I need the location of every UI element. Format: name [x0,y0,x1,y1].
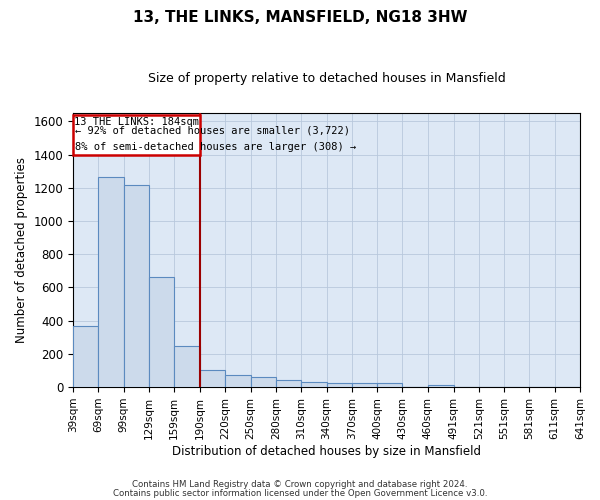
Bar [276,380,301,387]
Bar [73,326,98,387]
Bar [200,370,226,387]
Bar [352,383,377,387]
Bar [377,383,403,387]
Bar [251,377,276,387]
Text: Contains HM Land Registry data © Crown copyright and database right 2024.: Contains HM Land Registry data © Crown c… [132,480,468,489]
Text: ← 92% of detached houses are smaller (3,722): ← 92% of detached houses are smaller (3,… [75,126,350,136]
Bar [124,186,149,387]
Title: Size of property relative to detached houses in Mansfield: Size of property relative to detached ho… [148,72,505,86]
Bar [98,177,124,387]
X-axis label: Distribution of detached houses by size in Mansfield: Distribution of detached houses by size … [172,444,481,458]
Text: 13, THE LINKS, MANSFIELD, NG18 3HW: 13, THE LINKS, MANSFIELD, NG18 3HW [133,10,467,25]
Bar [149,278,174,387]
Text: 8% of semi-detached houses are larger (308) →: 8% of semi-detached houses are larger (3… [75,142,356,152]
Bar [301,382,326,387]
Text: 13 THE LINKS: 184sqm: 13 THE LINKS: 184sqm [74,116,199,126]
Bar [428,384,454,387]
Y-axis label: Number of detached properties: Number of detached properties [15,157,28,343]
Bar [226,374,251,387]
Bar [326,383,352,387]
Text: Contains public sector information licensed under the Open Government Licence v3: Contains public sector information licen… [113,489,487,498]
Bar [174,346,200,387]
Bar [73,114,200,156]
